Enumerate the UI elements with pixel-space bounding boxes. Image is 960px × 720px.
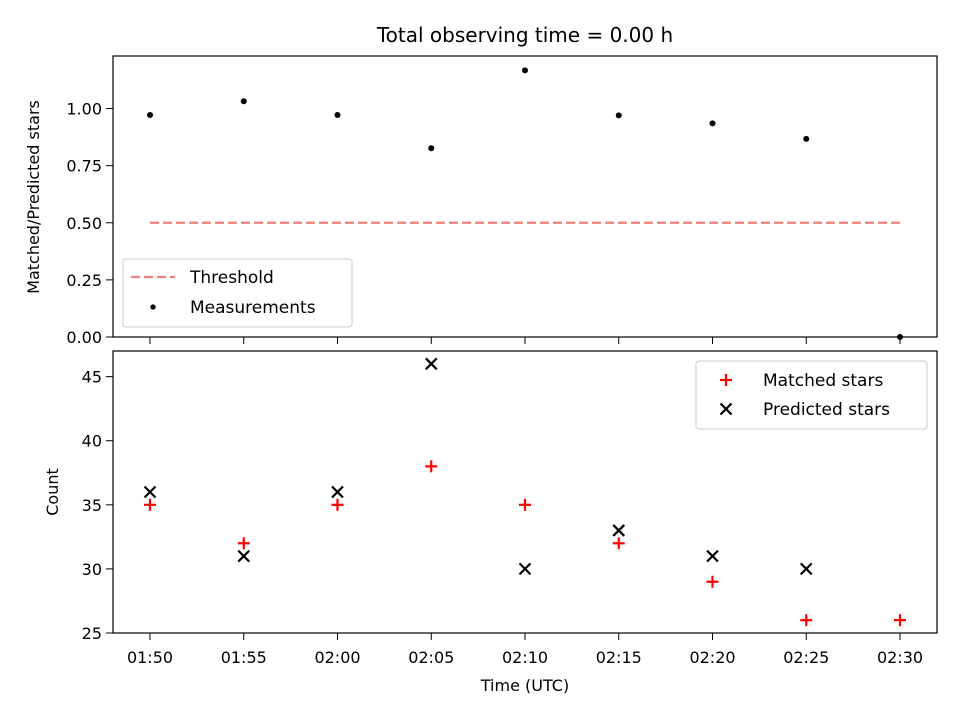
legend-threshold-label: Threshold [189,268,274,288]
measurement-point-2 [334,111,341,118]
measurement-point-7 [803,135,810,142]
bottom-legend-box [695,360,928,430]
legend-measurements-swatch [150,304,156,310]
predicted-star-point-5-b [612,524,626,537]
x-tick-label-8: 02:30 [877,648,923,667]
predicted-star-point-3 [424,357,438,371]
bottom-y-tick-label-3: 40 [82,432,102,451]
top-panel: 0.00 0.25 0.50 0.75 1.00 Matched/Predicted s… [24,55,938,347]
predicted-star-point-3-b [424,357,438,371]
chart-title: Total observing time = 0.00 h [376,23,673,47]
predicted-star-point-4 [518,562,532,576]
x-tick-label-3: 02:05 [408,648,454,667]
measurement-point-5 [615,112,622,119]
bottom-y-tick-label-0: 25 [82,624,102,643]
measurement-point-4 [522,67,528,74]
top-legend: Threshold Measurements [122,258,353,328]
x-tick-label-2: 02:00 [314,648,360,667]
measurement-point-3 [428,145,435,152]
predicted-star-point-7-b [799,562,813,576]
bottom-series [143,357,906,627]
bottom-y-tick-label-4: 45 [82,368,102,387]
x-tick-label-5: 02:15 [596,648,642,667]
bottom-panel: 25 30 35 40 45 01:50 01:55 02:00 02:05 02:10 02:1… [43,350,938,667]
legend-measurements-label: Measurements [190,298,316,318]
top-y-tick-label-1: 0.25 [66,271,102,290]
legend-predicted-label: Predicted stars [763,400,890,420]
matched-star-point-5 [612,537,625,550]
top-y-tick-label-3: 0.75 [66,157,102,176]
predicted-star-point-0 [143,485,157,499]
top-axes-frame [112,55,938,338]
top-y-ticks: 0.00 0.25 0.50 0.75 1.00 [66,100,113,347]
matched-star-point-1 [237,537,250,550]
matched-star-point-8 [894,614,906,627]
measurement-point-1 [240,98,247,105]
predicted-star-point-2 [331,485,344,499]
legend-predicted-swatch [719,402,733,416]
top-y-tick-label-2: 0.50 [66,214,102,233]
matched-star-point-3 [425,460,438,473]
x-axis-label: Time (UTC) [480,676,569,695]
measurement-point-0 [147,111,153,118]
measurement-point-6 [709,120,716,127]
top-series [147,67,903,340]
predicted-star-point-0-b [143,485,157,499]
matched-star-point-0 [144,498,156,511]
top-y-tick-label-4: 1.00 [66,100,102,119]
legend-matched-swatch [720,374,732,386]
matched-star-point-6 [706,575,719,588]
x-tick-label-7: 02:25 [783,648,829,667]
bottom-y-axis-label: Count [43,468,62,516]
legend-predicted-swatch-b [719,402,733,416]
bottom-axes-frame [112,350,938,634]
predicted-star-point-6 [706,549,719,563]
x-tick-label-4: 02:10 [502,648,548,667]
legend-matched-label: Matched stars [763,371,883,391]
matched-star-point-2 [331,498,344,511]
predicted-star-point-6-b [706,549,719,563]
x-tick-label-0: 01:50 [127,648,173,667]
predicted-star-point-5 [612,524,626,537]
top-legend-box [122,258,353,328]
predicted-star-point-7 [799,562,813,576]
predicted-star-point-4-b [518,562,532,576]
predicted-star-point-1 [237,549,251,563]
predicted-star-point-2-b [331,485,344,499]
matched-star-point-7 [800,614,813,627]
x-tick-label-1: 01:55 [221,648,267,667]
top-y-tick-label-0: 0.00 [66,328,102,347]
bottom-x-ticks: 01:50 01:55 02:00 02:05 02:10 02:15 02:20 02:25… [127,633,923,667]
bottom-y-tick-label-2: 35 [82,496,102,515]
bottom-y-tick-label-1: 30 [82,560,102,579]
bottom-legend: Matched stars Predicted stars [695,360,928,430]
predicted-star-point-1-b [237,549,251,563]
matched-star-point-4 [519,498,531,511]
x-tick-label-6: 02:20 [689,648,735,667]
top-y-axis-label: Matched/Predicted stars [24,100,43,294]
bottom-y-ticks: 25 30 35 40 45 [82,368,113,643]
